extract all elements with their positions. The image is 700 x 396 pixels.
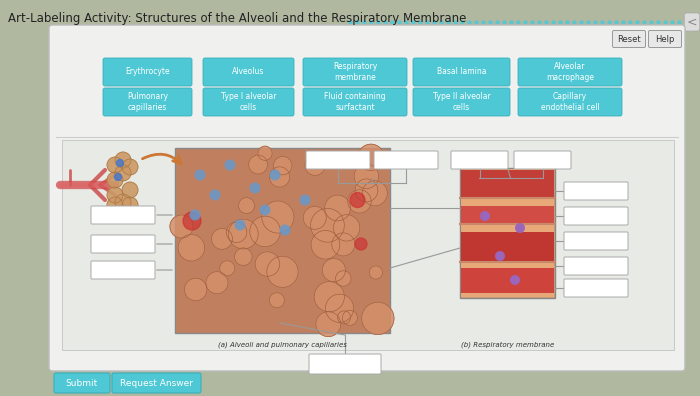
- Circle shape: [228, 219, 258, 249]
- Circle shape: [311, 208, 344, 242]
- Circle shape: [234, 248, 252, 266]
- Text: Basal lamina: Basal lamina: [437, 67, 486, 76]
- Circle shape: [178, 234, 204, 261]
- FancyBboxPatch shape: [374, 151, 438, 169]
- Text: (a) Alveoli and pulmonary capillaries: (a) Alveoli and pulmonary capillaries: [218, 341, 347, 348]
- FancyBboxPatch shape: [303, 58, 407, 86]
- Circle shape: [258, 146, 272, 160]
- FancyBboxPatch shape: [303, 88, 407, 116]
- FancyArrowPatch shape: [143, 154, 181, 164]
- Text: Reset: Reset: [617, 34, 640, 44]
- Circle shape: [311, 230, 340, 259]
- Circle shape: [348, 190, 371, 213]
- Circle shape: [314, 282, 344, 312]
- Circle shape: [355, 179, 378, 202]
- FancyBboxPatch shape: [461, 206, 554, 224]
- FancyBboxPatch shape: [518, 88, 622, 116]
- Text: (b) Respiratory membrane: (b) Respiratory membrane: [461, 341, 554, 348]
- Circle shape: [107, 197, 123, 213]
- Circle shape: [333, 215, 360, 241]
- FancyBboxPatch shape: [203, 58, 294, 86]
- FancyBboxPatch shape: [648, 30, 682, 48]
- Circle shape: [226, 222, 247, 242]
- Circle shape: [358, 144, 384, 171]
- Circle shape: [248, 155, 267, 174]
- Text: <: <: [687, 15, 697, 29]
- Circle shape: [183, 212, 201, 230]
- FancyBboxPatch shape: [413, 88, 510, 116]
- Text: Respiratory
membrane: Respiratory membrane: [333, 62, 377, 82]
- Circle shape: [267, 256, 298, 287]
- FancyBboxPatch shape: [612, 30, 645, 48]
- Circle shape: [337, 311, 351, 324]
- FancyBboxPatch shape: [564, 182, 628, 200]
- Circle shape: [322, 259, 345, 282]
- Circle shape: [354, 164, 379, 188]
- Circle shape: [495, 251, 505, 261]
- Circle shape: [279, 225, 290, 236]
- Text: Art-Labeling Activity: Structures of the Alveoli and the Respiratory Membrane: Art-Labeling Activity: Structures of the…: [8, 12, 466, 25]
- Text: Alveolar
macrophage: Alveolar macrophage: [546, 62, 594, 82]
- FancyBboxPatch shape: [175, 148, 390, 333]
- FancyBboxPatch shape: [203, 88, 294, 116]
- FancyBboxPatch shape: [91, 235, 155, 253]
- Circle shape: [239, 198, 255, 213]
- FancyBboxPatch shape: [112, 373, 201, 393]
- Circle shape: [510, 275, 520, 285]
- Circle shape: [303, 206, 326, 229]
- Circle shape: [335, 271, 351, 286]
- Text: Help: Help: [655, 34, 675, 44]
- Text: Type I alveolar
cells: Type I alveolar cells: [220, 92, 276, 112]
- Circle shape: [234, 219, 246, 230]
- Circle shape: [274, 156, 292, 175]
- Circle shape: [209, 190, 220, 200]
- FancyBboxPatch shape: [460, 168, 555, 298]
- FancyBboxPatch shape: [461, 169, 554, 297]
- FancyBboxPatch shape: [461, 232, 554, 262]
- Circle shape: [369, 266, 382, 279]
- Circle shape: [260, 204, 270, 215]
- FancyBboxPatch shape: [564, 207, 628, 225]
- Circle shape: [225, 160, 235, 171]
- Circle shape: [362, 302, 394, 335]
- FancyBboxPatch shape: [461, 170, 554, 198]
- FancyBboxPatch shape: [413, 58, 510, 86]
- Circle shape: [190, 209, 200, 221]
- Circle shape: [325, 195, 351, 221]
- Text: Request Answer: Request Answer: [120, 379, 193, 388]
- Circle shape: [206, 272, 228, 294]
- Circle shape: [350, 192, 365, 208]
- Circle shape: [262, 201, 294, 233]
- FancyBboxPatch shape: [54, 373, 110, 393]
- FancyBboxPatch shape: [564, 232, 628, 250]
- Circle shape: [184, 278, 207, 301]
- Circle shape: [116, 160, 123, 166]
- Text: Erythrocyte: Erythrocyte: [125, 67, 170, 76]
- Text: Pulmonary
capillaries: Pulmonary capillaries: [127, 92, 168, 112]
- Text: Capillary
endothelial cell: Capillary endothelial cell: [540, 92, 599, 112]
- Circle shape: [362, 181, 387, 206]
- FancyBboxPatch shape: [309, 354, 381, 374]
- FancyBboxPatch shape: [62, 140, 674, 350]
- Circle shape: [355, 238, 367, 250]
- FancyBboxPatch shape: [518, 58, 622, 86]
- FancyBboxPatch shape: [461, 268, 554, 293]
- Circle shape: [270, 293, 284, 308]
- Circle shape: [249, 183, 260, 194]
- Circle shape: [480, 211, 490, 221]
- FancyBboxPatch shape: [564, 279, 628, 297]
- Circle shape: [122, 197, 138, 213]
- Circle shape: [107, 187, 123, 203]
- Circle shape: [342, 310, 358, 326]
- Circle shape: [115, 152, 131, 168]
- Circle shape: [316, 312, 341, 337]
- Circle shape: [115, 173, 122, 181]
- Circle shape: [304, 155, 326, 175]
- Text: Alveolus: Alveolus: [232, 67, 265, 76]
- Text: Type II alveolar
cells: Type II alveolar cells: [433, 92, 491, 112]
- Text: Submit: Submit: [66, 379, 98, 388]
- FancyBboxPatch shape: [514, 151, 571, 169]
- Circle shape: [122, 159, 138, 175]
- FancyBboxPatch shape: [91, 261, 155, 279]
